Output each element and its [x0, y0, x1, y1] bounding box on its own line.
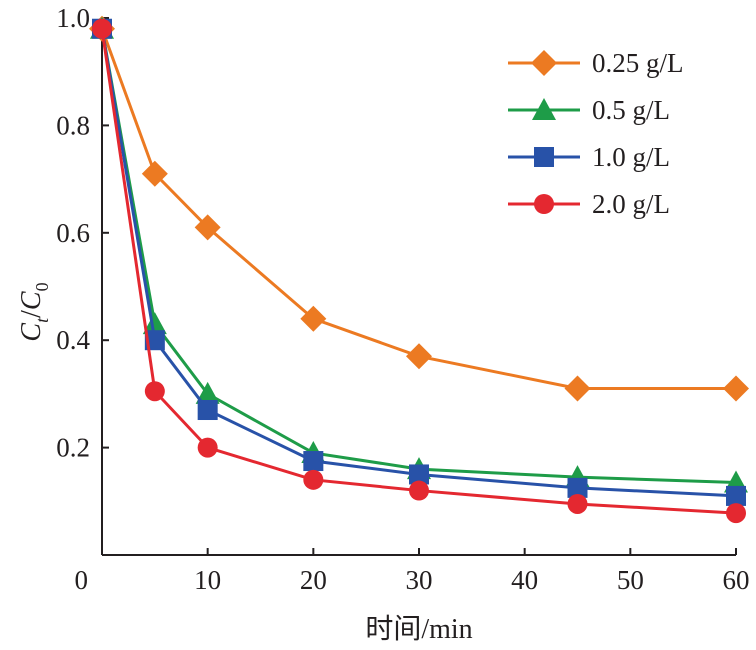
legend-label: 0.5 g/L — [592, 95, 670, 125]
series-layer — [89, 15, 749, 524]
data-point — [142, 312, 167, 335]
data-point — [141, 160, 168, 187]
data-point — [567, 477, 588, 498]
data-point — [303, 469, 324, 490]
origin-label: 0 — [75, 565, 89, 595]
data-point — [406, 343, 432, 370]
data-point — [195, 381, 220, 404]
x-tick-label: 50 — [617, 565, 644, 595]
axes: 10 20 30 40 50 60 0.2 0.4 0.6 0.8 1.0 0 — [56, 3, 749, 595]
legend-item: 0.5 g/L — [508, 95, 670, 125]
legend-marker — [534, 194, 554, 214]
legend-marker — [531, 50, 557, 76]
y-tick-label: 0.8 — [56, 110, 90, 140]
y-tick-label: 0.2 — [56, 433, 90, 463]
series-circle — [92, 18, 746, 524]
legend: 0.25 g/L 0.5 g/L 1.0 g/L 2.0 g/L — [508, 48, 684, 219]
data-point — [300, 305, 327, 332]
legend-item: 0.25 g/L — [508, 48, 684, 78]
data-point — [409, 480, 429, 501]
x-tick-label: 60 — [723, 565, 750, 595]
data-point — [197, 437, 218, 458]
legend-marker — [532, 98, 556, 120]
y-tick-label: 0.4 — [56, 325, 90, 355]
y-axis-label: Ct/C0 — [16, 282, 52, 341]
x-tick-label: 30 — [406, 565, 433, 595]
legend-item: 2.0 g/L — [508, 189, 670, 219]
x-tick-label: 20 — [300, 565, 327, 595]
data-point — [303, 451, 324, 472]
y-label-c: C — [16, 323, 47, 342]
legend-label: 1.0 g/L — [592, 142, 670, 172]
data-point — [726, 503, 746, 524]
legend-label: 2.0 g/L — [592, 189, 670, 219]
data-point — [144, 381, 165, 402]
y-label-sub-0: 0 — [32, 282, 52, 291]
series-triangle — [90, 16, 748, 493]
x-tick-label: 10 — [194, 565, 221, 595]
data-point — [92, 18, 112, 39]
data-point — [194, 214, 221, 241]
data-point — [144, 330, 165, 351]
y-label-slash: / — [16, 310, 47, 318]
data-point — [723, 375, 749, 402]
data-point — [564, 375, 591, 402]
y-label-c0: C — [16, 291, 47, 310]
series-square — [92, 18, 746, 506]
y-tick-label: 0.6 — [56, 218, 90, 248]
data-point — [726, 485, 746, 506]
y-label-sub-t: t — [32, 317, 52, 323]
x-axis-label: 时间/min — [365, 613, 472, 645]
legend-marker — [534, 147, 554, 167]
svg-text:Ct/C0: Ct/C0 — [16, 282, 52, 341]
legend-label: 0.25 g/L — [592, 48, 684, 78]
x-tick-label: 40 — [511, 565, 538, 595]
series-diamond — [89, 15, 749, 402]
data-point — [567, 493, 588, 514]
legend-item: 1.0 g/L — [508, 142, 670, 172]
data-point — [409, 464, 429, 485]
data-point — [197, 400, 218, 421]
y-tick-label: 1.0 — [56, 3, 90, 33]
